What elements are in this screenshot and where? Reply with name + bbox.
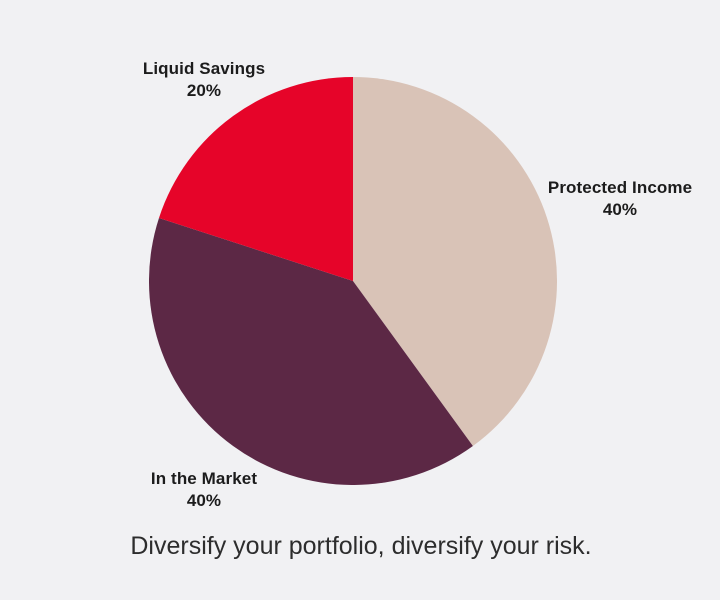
slice-label-pct: 40%: [186, 491, 222, 510]
slice-label-protected-income: Protected Income 40%: [548, 177, 692, 221]
slice-label-text: Liquid Savings: [142, 59, 266, 78]
pie-chart-container: [149, 77, 557, 485]
pie-slice-protected-income: [353, 77, 557, 447]
slice-label-pct: 40%: [602, 200, 638, 219]
slice-label-liquid-savings: Liquid Savings 20%: [143, 58, 265, 102]
slice-label-pct: 20%: [186, 81, 222, 100]
slice-label-in-the-market: In the Market 40%: [151, 468, 257, 512]
pie-slice-in-the-market: [149, 217, 473, 485]
pie-chart: [149, 77, 557, 485]
slice-label-text: Protected Income: [547, 178, 693, 197]
chart-caption: Diversify your portfolio, diversify your…: [130, 532, 592, 560]
pie-slice-liquid-savings: [158, 77, 353, 281]
slice-label-text: In the Market: [150, 469, 258, 488]
